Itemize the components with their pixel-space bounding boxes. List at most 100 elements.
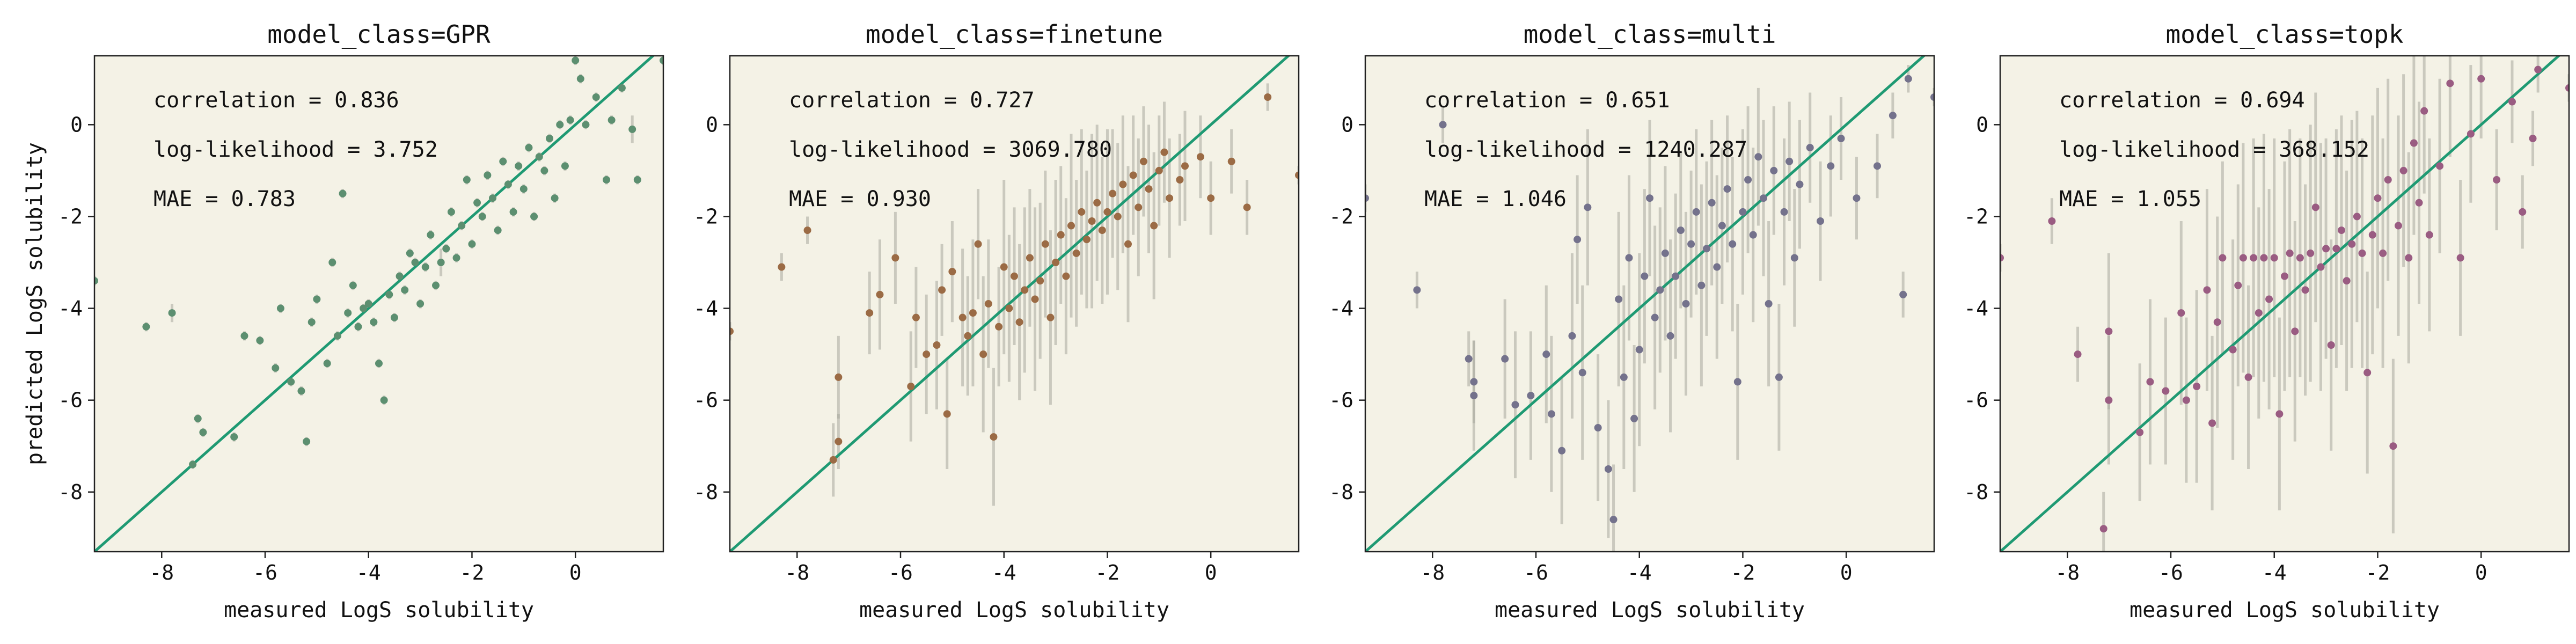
- data-point: [2286, 249, 2294, 257]
- data-point: [1666, 332, 1674, 340]
- data-point: [2529, 135, 2537, 142]
- data-point: [360, 304, 368, 312]
- data-point: [2493, 176, 2501, 184]
- data-point: [2358, 249, 2366, 257]
- data-point: [1295, 171, 1299, 179]
- data-point: [2162, 387, 2170, 395]
- data-point: [1904, 75, 1912, 83]
- data-point: [354, 323, 362, 331]
- data-point: [1853, 194, 1861, 202]
- ideal-fit-line: [94, 56, 655, 552]
- data-point: [1682, 300, 1690, 308]
- data-point: [1057, 231, 1065, 239]
- stat-annotation: correlation = 0.836: [153, 88, 399, 113]
- ideal-fit-line: [2000, 56, 2561, 552]
- data-point: [2177, 309, 2185, 317]
- plot-frame: [93, 55, 664, 553]
- data-point: [2270, 254, 2278, 262]
- data-point: [891, 254, 899, 262]
- data-point: [416, 300, 425, 308]
- y-tick-label: -2: [1329, 204, 1353, 228]
- data-point: [447, 208, 455, 216]
- data-point: [2182, 396, 2190, 404]
- data-point: [509, 208, 517, 216]
- data-point: [1129, 171, 1137, 179]
- y-tick-label: -4: [1964, 297, 1988, 320]
- data-point: [2136, 428, 2144, 436]
- data-point: [1806, 144, 1814, 152]
- x-tick-label: -6: [1524, 561, 1548, 584]
- stat-annotation: MAE = 0.930: [789, 187, 931, 211]
- data-point: [2415, 199, 2423, 207]
- data-point: [1135, 203, 1143, 211]
- data-point: [1000, 263, 1008, 271]
- data-point: [1744, 176, 1752, 184]
- data-point: [396, 272, 404, 280]
- data-point: [1729, 240, 1737, 248]
- data-point: [2519, 208, 2527, 216]
- data-point: [2213, 318, 2221, 326]
- data-point: [2389, 442, 2397, 450]
- panel-title: model_class=GPR: [267, 20, 491, 49]
- data-point: [380, 396, 388, 404]
- data-point: [272, 364, 280, 372]
- data-point: [1718, 222, 1726, 230]
- data-point: [1439, 121, 1447, 129]
- data-point: [1594, 424, 1602, 431]
- data-point: [1609, 516, 1618, 524]
- data-point: [572, 56, 580, 64]
- plot-area: [94, 56, 663, 552]
- stat-annotation: correlation = 0.694: [2059, 88, 2305, 113]
- data-point: [540, 166, 548, 174]
- data-point: [1413, 286, 1421, 294]
- x-tick-label: -4: [1627, 561, 1652, 584]
- data-point: [582, 121, 590, 129]
- data-point: [876, 290, 884, 298]
- data-point: [2348, 240, 2356, 248]
- y-tick-label: -6: [1329, 389, 1353, 412]
- data-point: [1542, 350, 1550, 358]
- data-point: [561, 162, 569, 170]
- data-point: [1470, 392, 1478, 400]
- data-point: [1672, 272, 1680, 280]
- data-point: [592, 93, 600, 101]
- data-point: [1036, 277, 1044, 285]
- data-point: [406, 249, 414, 257]
- data-point: [494, 226, 502, 235]
- data-point: [452, 254, 460, 262]
- y-tick-label: -2: [1964, 204, 1988, 228]
- data-point: [923, 350, 931, 358]
- data-point: [1713, 263, 1721, 271]
- data-point: [535, 153, 543, 161]
- data-point: [2275, 410, 2284, 418]
- data-point: [1015, 318, 1023, 326]
- data-point: [1584, 203, 1592, 211]
- data-point: [1041, 240, 1049, 248]
- data-point: [1109, 189, 1117, 197]
- data-point: [2395, 222, 2402, 230]
- data-point: [1630, 414, 1638, 422]
- data-point: [2244, 373, 2252, 381]
- stat-annotation: MAE = 1.055: [2059, 187, 2201, 211]
- data-point: [912, 313, 920, 321]
- y-axis-label: predicted LogS solubility: [23, 142, 47, 465]
- data-point: [551, 194, 559, 202]
- data-point: [1114, 213, 1122, 221]
- panel-2: model_class=finetune -8 -6 -4 -2 0 -8 -6 -4 -2 0 me…: [693, 20, 1300, 623]
- data-point: [303, 437, 311, 445]
- y-tick-label: -4: [1329, 297, 1353, 320]
- data-point: [1005, 304, 1013, 312]
- data-point: [2420, 107, 2428, 115]
- data-point: [1072, 249, 1080, 257]
- x-axis-label: measured LogS solubility: [2129, 598, 2440, 623]
- data-point: [1046, 313, 1055, 321]
- data-point: [1264, 93, 1272, 101]
- data-point: [432, 281, 440, 289]
- plot-area: [730, 56, 1299, 552]
- data-point: [730, 327, 734, 335]
- data-point: [1470, 378, 1478, 386]
- data-point: [2405, 254, 2413, 262]
- x-tick-label: -8: [785, 561, 809, 584]
- data-point: [189, 460, 197, 469]
- data-point: [463, 176, 471, 184]
